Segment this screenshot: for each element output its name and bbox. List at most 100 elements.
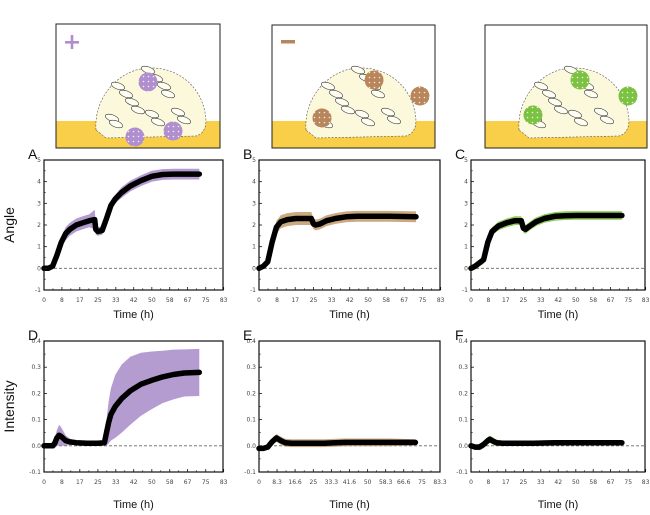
x-axis-label: Time (h) [329, 309, 370, 321]
x-tick-label: 58 [589, 479, 597, 486]
x-tick-label: 25 [94, 479, 102, 486]
x-tick-label: 83 [642, 479, 650, 486]
y-tick-label: 0.3 [246, 364, 256, 371]
particle [523, 105, 543, 125]
mean-line [41, 171, 203, 272]
x-tick-label: 83 [437, 297, 445, 304]
bacterial-cell [387, 115, 401, 125]
bacterial-cell [568, 109, 582, 119]
x-tick-label: 17 [502, 297, 510, 304]
bacterial-cell [600, 115, 614, 125]
y-tick-label: 2 [464, 222, 468, 229]
y-tick-label: 1 [252, 244, 256, 251]
x-axis-label: Time (h) [113, 309, 154, 321]
y-tick-label: 4 [252, 179, 256, 186]
y-tick-label: 0.4 [246, 338, 256, 345]
bacterial-cell [157, 81, 171, 91]
x-tick-label: 75 [202, 479, 210, 486]
y-tick-label: 0.3 [458, 364, 468, 371]
bacterial-cell [594, 107, 608, 117]
y-tick-label: 0 [464, 265, 468, 272]
x-tick-label: 75 [624, 479, 632, 486]
y-tick-label: 0 [252, 265, 256, 272]
particle [163, 121, 183, 141]
x-axis-label: Time (h) [113, 499, 154, 511]
x-tick-label: 42 [554, 479, 562, 486]
x-tick-label: 0 [257, 297, 261, 304]
panel-label: B [243, 146, 252, 162]
x-axis-label: Time (h) [538, 309, 579, 321]
x-tick-label: 33 [537, 479, 545, 486]
panel-D: 0 8 17 25 33 42 50 58 67 75 83 -0.1 0.0 0.1 0.2 0.3 0.4D… [1, 327, 228, 511]
x-tick-label: 25 [94, 297, 102, 304]
y-tick-label: 0.4 [31, 338, 41, 345]
illustration-purple [55, 23, 221, 149]
x-tick-label: 33 [112, 479, 120, 486]
bacterial-cell [161, 89, 175, 99]
y-tick-label: -1 [35, 287, 41, 294]
x-tick-label: 8 [486, 479, 490, 486]
x-tick-label: 83 [220, 297, 228, 304]
y-tick-label: 5 [464, 157, 468, 164]
y-tick-label: 0.1 [31, 417, 41, 424]
particle [570, 70, 590, 90]
panel-label: F [455, 327, 464, 343]
y-axis-label: Angle [1, 207, 17, 243]
y-tick-label: 0.1 [458, 417, 468, 424]
x-tick-label: 25 [520, 479, 528, 486]
x-axis-label: Time (h) [329, 499, 370, 511]
bacterial-cell [534, 81, 548, 91]
mean-line [468, 436, 625, 450]
minus-icon [281, 40, 295, 44]
x-tick-label: 75 [418, 479, 426, 486]
mean-line [256, 213, 419, 272]
x-tick-label: 58 [589, 297, 597, 304]
x-tick-label: 8 [486, 297, 490, 304]
panel-label: C [455, 146, 465, 162]
x-tick-label: 67 [607, 297, 615, 304]
mean-line [41, 369, 203, 449]
panel-label: D [28, 327, 38, 343]
bacterial-cell [109, 119, 123, 129]
particle [125, 127, 145, 147]
x-tick-label: 17 [502, 479, 510, 486]
panel-label: E [243, 327, 252, 343]
particle [138, 72, 158, 92]
x-tick-label: 75 [202, 297, 210, 304]
y-tick-label: -0.1 [29, 469, 41, 476]
y-tick-label: -0.1 [456, 469, 468, 476]
x-tick-label: 17 [76, 297, 84, 304]
particle [618, 86, 638, 106]
y-tick-label: 0.0 [458, 443, 468, 450]
x-tick-label: 58 [166, 297, 174, 304]
bacterial-cell [131, 105, 145, 115]
bacterial-cell [335, 97, 349, 107]
x-tick-label: 16.6 [288, 479, 302, 486]
y-tick-label: -1 [462, 287, 468, 294]
bacterial-cell [111, 81, 125, 91]
bacterial-cell [341, 105, 355, 115]
bacterial-cell [171, 107, 185, 117]
bacterial-cell [554, 105, 568, 115]
illustration-frame [55, 23, 221, 149]
y-tick-label: 0.2 [246, 390, 256, 397]
illustrations [55, 23, 648, 149]
x-tick-label: 0 [257, 479, 261, 486]
y-tick-label: -0.1 [244, 469, 256, 476]
x-tick-label: 33 [537, 297, 545, 304]
y-tick-label: 5 [37, 157, 41, 164]
bacterial-cell [321, 81, 335, 91]
mean-line [468, 212, 625, 272]
panel-label: A [28, 146, 38, 162]
x-tick-label: 33 [112, 297, 120, 304]
y-tick-label: 1 [37, 244, 41, 251]
y-tick-label: 0 [37, 265, 41, 272]
x-tick-label: 50 [572, 479, 580, 486]
x-tick-label: 33.3 [325, 479, 339, 486]
x-tick-label: 50 [148, 479, 156, 486]
x-tick-label: 33 [328, 297, 336, 304]
y-axis-label: Intensity [1, 380, 17, 432]
